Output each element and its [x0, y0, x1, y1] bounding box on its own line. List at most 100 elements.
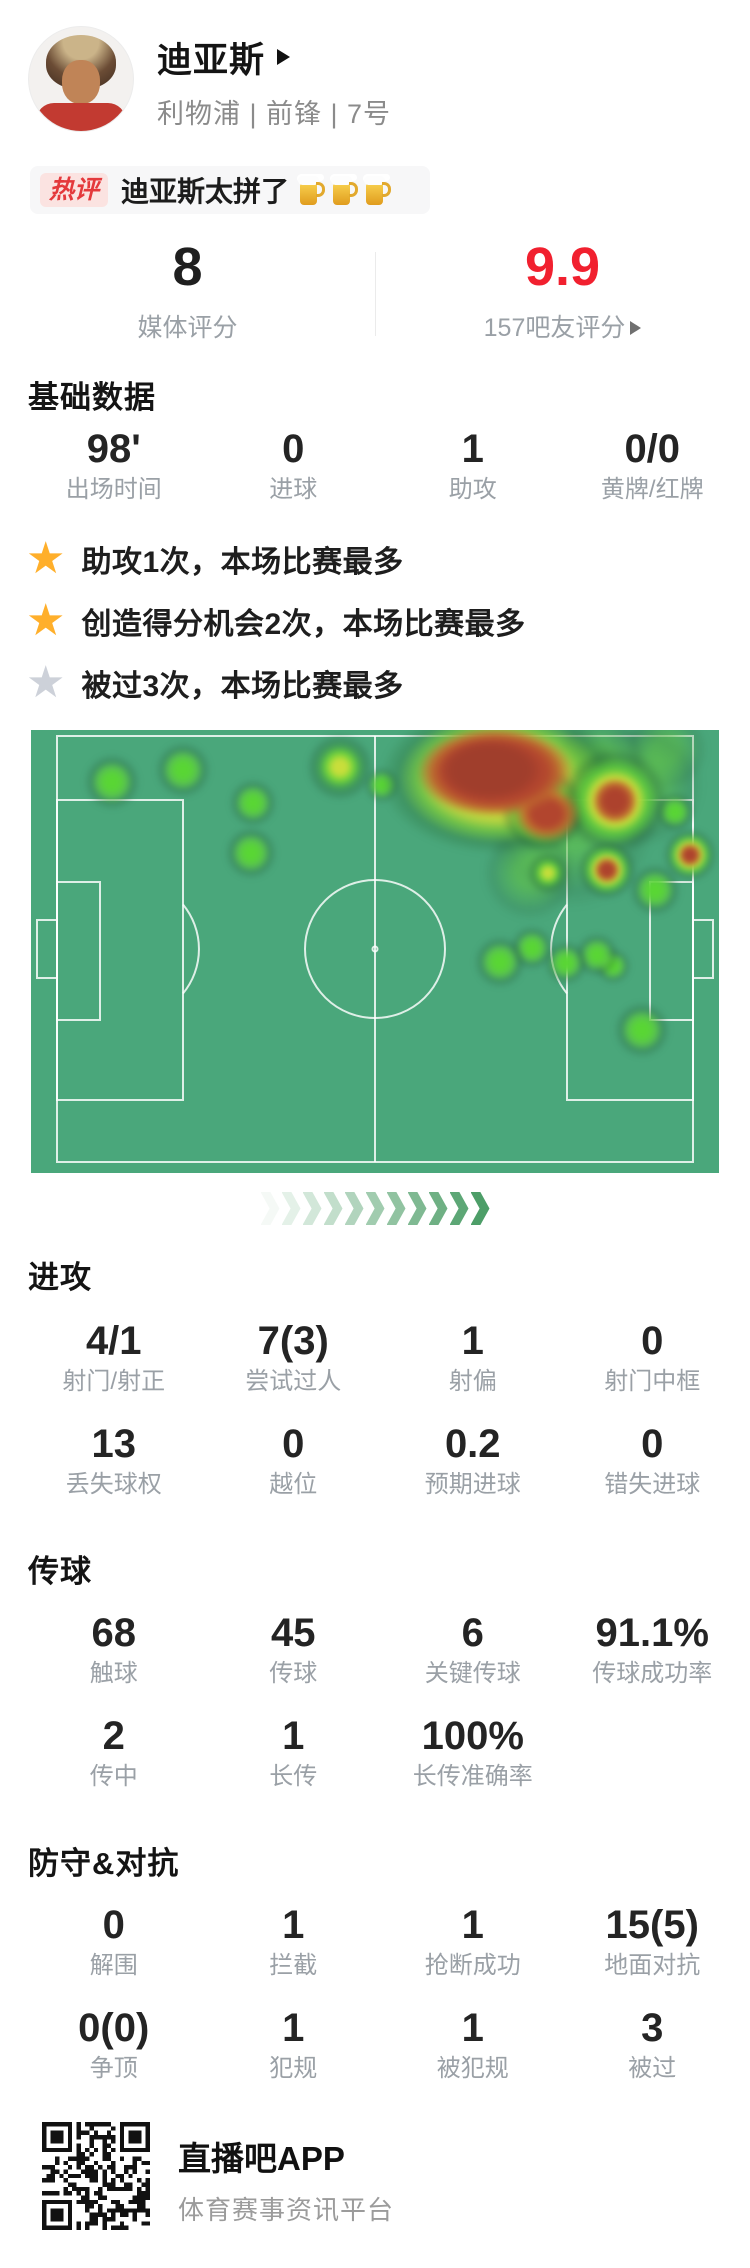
stat-cell: 0/0 黄牌/红牌	[563, 426, 743, 503]
stat-label: 射偏	[448, 1368, 497, 1395]
attack-stats-row: 13 丢失球权 0 越位 0.2 预期进球 0 错失进球	[24, 1421, 742, 1498]
beer-icon	[298, 175, 326, 205]
hot-comment-text: 迪亚斯太拼了	[121, 176, 290, 207]
avatar-face	[62, 60, 100, 104]
heatmap-blobs	[31, 730, 719, 1173]
highlight-row: ★ 助攻1次，本场比赛最多	[26, 536, 526, 582]
stat-value: 45	[271, 1611, 316, 1655]
beer-icon	[364, 175, 392, 205]
player-name-row[interactable]: 迪亚斯	[157, 34, 291, 80]
stat-cell: 13 丢失球权	[24, 1421, 204, 1498]
stat-value: 100%	[421, 1714, 524, 1758]
stat-label: 长传准确率	[412, 1763, 533, 1790]
app-tagline: 体育赛事资讯平台	[178, 2195, 395, 2225]
fans-rating-block[interactable]: 9.9 157吧友评分	[375, 238, 750, 344]
stat-label: 射门/射正	[62, 1368, 166, 1395]
player-name: 迪亚斯	[157, 40, 266, 80]
stat-label: 越位	[269, 1471, 318, 1498]
stat-label: 出场时间	[65, 476, 162, 503]
stat-value: 0	[282, 1422, 305, 1466]
stat-label: 触球	[89, 1660, 138, 1687]
stat-cell: 0(0) 争顶	[24, 2005, 204, 2082]
player-avatar[interactable]	[28, 26, 134, 132]
stat-label: 黄牌/红牌	[600, 476, 704, 503]
stat-cell: 6 关键传球	[383, 1610, 563, 1687]
stat-value: 0	[641, 1422, 664, 1466]
basic-stats-grid: 98' 出场时间 0 进球 1 助攻 0/0 黄牌/红牌	[24, 426, 742, 529]
stat-cell: 2 传中	[24, 1713, 204, 1790]
chevron-icon	[407, 1192, 427, 1225]
fans-rating-label-text: 157吧友评分	[483, 314, 626, 342]
chevron-icon	[281, 1192, 301, 1225]
highlight-text: 助攻1次，本场比赛最多	[81, 546, 404, 579]
hot-comment-bar[interactable]: 热评 迪亚斯太拼了	[30, 166, 430, 214]
hot-comment-badge: 热评	[40, 173, 109, 207]
stat-cell: 15(5) 地面对抗	[563, 1902, 743, 1979]
chevron-icon	[344, 1192, 364, 1225]
chevron-icon	[449, 1192, 469, 1225]
stat-value: 98'	[86, 427, 141, 471]
chevron-icon	[428, 1192, 448, 1225]
stat-value: 6	[461, 1611, 484, 1655]
beer-icons	[293, 175, 392, 205]
stat-value: 1	[461, 427, 484, 471]
stat-cell: 0.2 预期进球	[383, 1421, 563, 1498]
stat-label: 长传	[269, 1763, 318, 1790]
media-rating-value: 8	[172, 237, 203, 297]
fans-rating-value: 9.9	[524, 237, 601, 297]
defense-stats-row: 0(0) 争顶 1 犯规 1 被犯规 3 被过	[24, 2005, 742, 2082]
section-title-attack: 进攻	[28, 1260, 92, 1295]
stat-label: 抢断成功	[424, 1952, 521, 1979]
media-rating-label: 媒体评分	[137, 314, 238, 342]
stat-cell: 0 错失进球	[563, 1421, 743, 1498]
stat-value: 0	[282, 427, 305, 471]
stat-label: 解围	[89, 1952, 138, 1979]
star-icon: ★	[26, 658, 66, 707]
stat-cell: 100% 长传准确率	[383, 1713, 563, 1790]
stat-label: 进球	[269, 476, 318, 503]
stat-cell: 1 犯规	[204, 2005, 384, 2082]
stat-label: 被过	[628, 2055, 677, 2082]
stat-label: 拦截	[269, 1952, 318, 1979]
stat-value: 0	[641, 1319, 664, 1363]
stat-label: 争顶	[89, 2055, 138, 2082]
stat-value: 0	[102, 1903, 125, 1947]
stat-value: 0.2	[444, 1422, 501, 1466]
stat-value: 1	[461, 1319, 484, 1363]
chevron-icon	[323, 1192, 343, 1225]
chevron-icon	[302, 1192, 322, 1225]
stat-value: 4/1	[85, 1319, 142, 1363]
stat-cell: 3 被过	[563, 2005, 743, 2082]
fans-rating-label: 157吧友评分	[375, 308, 750, 344]
stat-label: 关键传球	[424, 1660, 521, 1687]
stat-cell: 1 被犯规	[383, 2005, 563, 2082]
attack-stats-grid: 4/1 射门/射正 7(3) 尝试过人 1 射偏 0 射门中框 13 丢失球权 0 越位 0.2 预期进球…	[24, 1318, 742, 1524]
beer-icon	[331, 175, 359, 205]
stat-label: 尝试过人	[245, 1368, 342, 1395]
stat-label: 地面对抗	[604, 1952, 701, 1979]
stat-value: 15(5)	[605, 1903, 699, 1947]
passing-stats-row: 2 传中 1 长传 100% 长传准确率	[24, 1713, 742, 1790]
player-team-position-number: 利物浦 | 前锋 | 7号	[157, 99, 392, 129]
defense-stats-grid: 0 解围 1 拦截 1 抢断成功 15(5) 地面对抗 0(0) 争顶 1 犯规 1 被犯规 3 被过	[24, 1902, 742, 2108]
stat-label: 助攻	[448, 476, 497, 503]
passing-stats-grid: 68 触球 45 传球 6 关键传球 91.1% 传球成功率 2 传中 1 长传 100% 长传准确率	[24, 1610, 742, 1816]
stat-value: 1	[282, 1903, 305, 1947]
stat-value: 1	[461, 2006, 484, 2050]
chevron-icon	[470, 1192, 490, 1225]
highlight-text: 创造得分机会2次，本场比赛最多	[81, 608, 526, 641]
section-title-basic: 基础数据	[28, 380, 156, 415]
app-qr-code	[42, 2122, 150, 2230]
stat-cell: 45 传球	[204, 1610, 384, 1687]
player-heatmap	[31, 730, 719, 1173]
star-icon: ★	[26, 534, 66, 583]
highlight-row: ★ 创造得分机会2次，本场比赛最多	[26, 598, 526, 644]
highlight-text: 被过3次，本场比赛最多	[81, 670, 404, 703]
stat-value: 91.1%	[595, 1611, 709, 1655]
chevron-icon	[260, 1192, 280, 1225]
stat-label: 传球	[269, 1660, 318, 1687]
stat-label: 射门中框	[604, 1368, 701, 1395]
stat-label: 预期进球	[424, 1471, 521, 1498]
chevron-icon	[386, 1192, 406, 1225]
